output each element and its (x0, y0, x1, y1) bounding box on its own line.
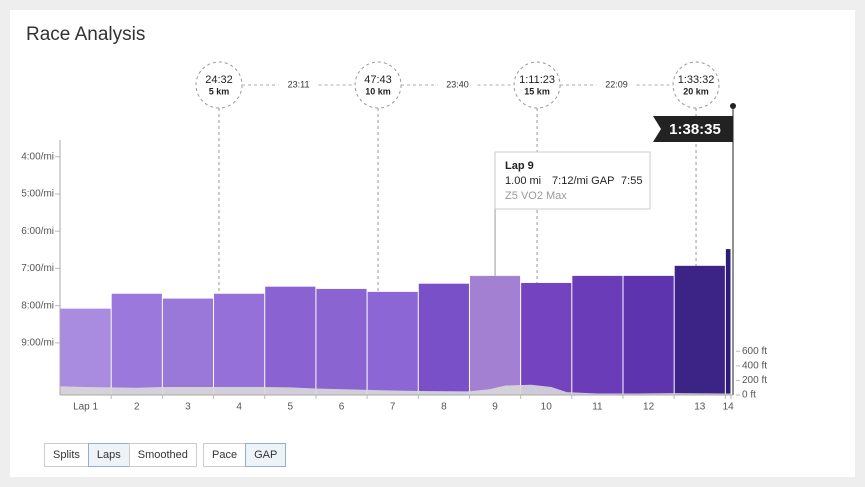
bar (469, 275, 521, 395)
finish-time: 1:38:35 (669, 121, 721, 138)
finish-flag (653, 116, 733, 142)
bar (367, 291, 418, 395)
x-tick-label: 2 (134, 402, 140, 413)
bar (60, 308, 111, 395)
tooltip-distance: 1.00 mi (505, 175, 541, 187)
split-distance: 20 km (683, 86, 709, 96)
split-time: 1:33:32 (678, 74, 715, 86)
finish-dot (730, 103, 736, 109)
bar (572, 275, 623, 395)
bar (521, 282, 572, 395)
x-tick-label: 11 (592, 402, 603, 413)
bar (162, 298, 214, 395)
bar (623, 275, 674, 395)
split-time: 24:32 (205, 74, 233, 86)
bar (316, 288, 367, 395)
x-tick-label: 9 (492, 402, 498, 413)
toggle-button[interactable]: Splits (44, 443, 89, 467)
y2-tick-label: 400 ft (742, 360, 767, 371)
split-distance: 10 km (365, 86, 391, 96)
y2-tick-label: 600 ft (742, 346, 767, 357)
split-interval: 23:11 (288, 79, 310, 89)
x-tick-label: 12 (643, 402, 655, 413)
split-time: 1:11:23 (519, 74, 555, 86)
split-distance: 15 km (524, 86, 550, 96)
view-toggle: Splits Laps Smoothed (44, 443, 197, 467)
x-tick-label: 4 (236, 402, 242, 413)
bar (674, 265, 725, 395)
bar (265, 286, 316, 395)
x-tick-label: 5 (288, 402, 294, 413)
split-distance: 5 km (209, 86, 230, 96)
metric-toggle: Pace GAP (203, 443, 287, 467)
bar (214, 293, 265, 395)
toggle-button[interactable]: Smoothed (128, 443, 197, 467)
x-tick-label: 13 (694, 402, 706, 413)
split-time: 47:43 (364, 74, 392, 86)
x-tick-label: 14 (723, 402, 735, 413)
split-interval: 23:40 (446, 79, 469, 89)
toggle-button[interactable]: Laps (87, 443, 130, 467)
split-interval: 22:09 (605, 79, 628, 89)
x-tick-label: 6 (339, 402, 345, 413)
y-tick-label: 9:00/mi (21, 338, 54, 349)
y2-tick-label: 200 ft (742, 375, 767, 386)
split-marker (672, 61, 720, 109)
x-tick-label: 7 (390, 402, 396, 413)
x-tick-label: Lap 1 (73, 402, 98, 413)
y-tick-label: 8:00/mi (21, 300, 54, 311)
tooltip-zone: Z5 VO2 Max (505, 190, 567, 202)
bar (111, 293, 162, 395)
bar (418, 283, 469, 395)
x-tick-label: 8 (441, 402, 447, 413)
tooltip-gap: 7:12/mi GAP (552, 175, 614, 187)
tooltip-title: Lap 9 (505, 160, 534, 172)
elevation-area (60, 384, 731, 395)
bar (725, 249, 731, 395)
y-tick-label: 4:00/mi (21, 151, 54, 162)
y-tick-label: 6:00/mi (21, 226, 54, 237)
title: Race Analysis (26, 24, 146, 45)
x-tick-label: 3 (185, 402, 191, 413)
tooltip-time: 7:55 (621, 175, 642, 187)
y-tick-label: 5:00/mi (21, 189, 54, 200)
x-tick-label: 10 (541, 402, 553, 413)
y-tick-label: 7:00/mi (21, 263, 54, 274)
toggle-button[interactable]: GAP (245, 443, 287, 467)
tooltip (494, 151, 651, 210)
y2-tick-label: 0 ft (742, 390, 756, 401)
toggle-button[interactable]: Pace (203, 443, 247, 467)
